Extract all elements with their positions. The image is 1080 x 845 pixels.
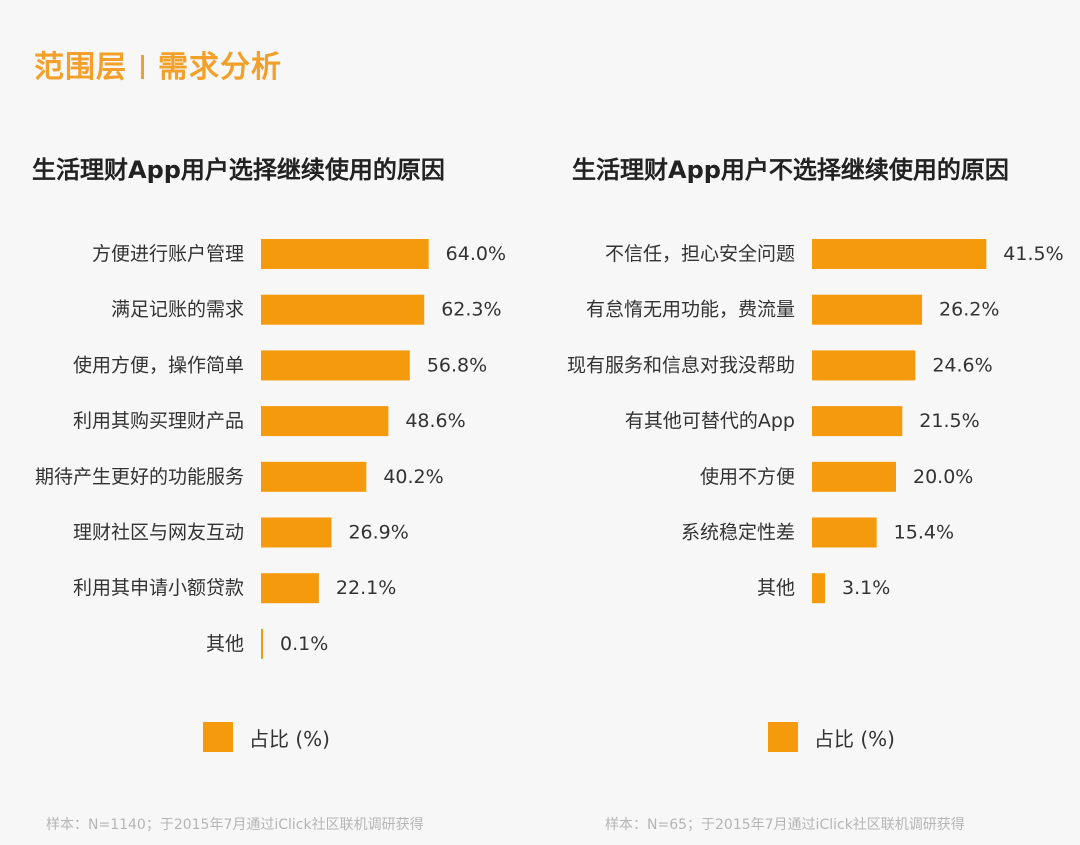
right-value-label: 26.2% bbox=[939, 299, 999, 321]
right-bar bbox=[812, 461, 896, 492]
left-category-label: 利用其购买理财产品 bbox=[73, 410, 244, 432]
left-value-label: 64.0% bbox=[446, 243, 506, 265]
header-topic: 需求分析 bbox=[158, 50, 282, 85]
left-value-label: 26.9% bbox=[348, 522, 408, 544]
left-category-label: 其他 bbox=[206, 633, 244, 655]
left-category-label: 使用方便，操作简单 bbox=[73, 354, 244, 376]
left-chart-title: 生活理财App用户选择继续使用的原因 bbox=[32, 156, 445, 184]
page-header: 范围层 需求分析 bbox=[34, 42, 282, 86]
header-separator bbox=[141, 55, 144, 79]
right-category-label: 其他 bbox=[757, 577, 795, 599]
right-chart-title: 生活理财App用户不选择继续使用的原因 bbox=[572, 156, 1009, 184]
left-bar bbox=[261, 406, 389, 437]
right-bar bbox=[812, 294, 923, 325]
left-value-label: 56.8% bbox=[427, 354, 487, 376]
header-section: 范围层 bbox=[34, 50, 127, 85]
left-bar-chart: 方便进行账户管理 64.0% 满足记账的需求 62.3% 使用方便，操作简单 56.8% 利… bbox=[35, 239, 506, 659]
left-legend-swatch bbox=[203, 722, 233, 752]
left-bar bbox=[261, 350, 410, 381]
left-bar bbox=[261, 573, 319, 604]
right-category-label: 系统稳定性差 bbox=[681, 522, 795, 544]
right-category-label: 不信任，担心安全问题 bbox=[605, 243, 795, 265]
left-bar bbox=[261, 461, 367, 492]
right-legend: 占比 (%) bbox=[768, 722, 895, 752]
left-bar bbox=[261, 239, 429, 269]
right-value-label: 15.4% bbox=[894, 522, 954, 544]
left-legend: 占比 (%) bbox=[203, 722, 330, 752]
right-value-label: 41.5% bbox=[1003, 243, 1063, 265]
right-bar bbox=[812, 350, 916, 381]
left-category-label: 理财社区与网友互动 bbox=[73, 522, 244, 544]
right-footnote: 样本：N=65；于2015年7月通过iClick社区联机调研获得 bbox=[605, 817, 965, 833]
right-bar-chart: 不信任，担心安全问题 41.5% 有怠惰无用功能，费流量 26.2% 现有服务和信息对我… bbox=[567, 239, 1064, 604]
right-category-label: 现有服务和信息对我没帮助 bbox=[567, 354, 795, 376]
left-category-label: 方便进行账户管理 bbox=[92, 243, 244, 265]
left-bar bbox=[261, 517, 332, 548]
right-bar bbox=[812, 517, 877, 548]
left-footnote: 样本：N=1140；于2015年7月通过iClick社区联机调研获得 bbox=[46, 817, 424, 833]
left-category-label: 利用其申请小额贷款 bbox=[73, 577, 244, 599]
right-bar bbox=[812, 406, 903, 437]
left-category-label: 满足记账的需求 bbox=[111, 299, 244, 321]
left-category-label: 期待产生更好的功能服务 bbox=[35, 466, 244, 488]
left-legend-label: 占比 (%) bbox=[249, 726, 330, 751]
right-value-label: 3.1% bbox=[842, 577, 890, 599]
right-category-label: 有怠惰无用功能，费流量 bbox=[586, 299, 795, 321]
right-category-label: 有其他可替代的App bbox=[625, 410, 795, 432]
right-value-label: 24.6% bbox=[932, 354, 992, 376]
left-value-label: 62.3% bbox=[441, 299, 501, 321]
right-value-label: 21.5% bbox=[919, 410, 979, 432]
right-legend-label: 占比 (%) bbox=[814, 726, 895, 751]
left-bar bbox=[261, 294, 425, 325]
right-bar bbox=[812, 239, 987, 269]
left-value-label: 22.1% bbox=[336, 577, 396, 599]
right-bar bbox=[812, 573, 826, 604]
right-value-label: 20.0% bbox=[913, 466, 973, 488]
right-legend-swatch bbox=[768, 722, 798, 752]
left-value-label: 0.1% bbox=[280, 633, 328, 655]
left-value-label: 48.6% bbox=[405, 410, 465, 432]
left-bar bbox=[261, 628, 263, 659]
left-value-label: 40.2% bbox=[383, 466, 443, 488]
right-category-label: 使用不方便 bbox=[700, 466, 795, 488]
